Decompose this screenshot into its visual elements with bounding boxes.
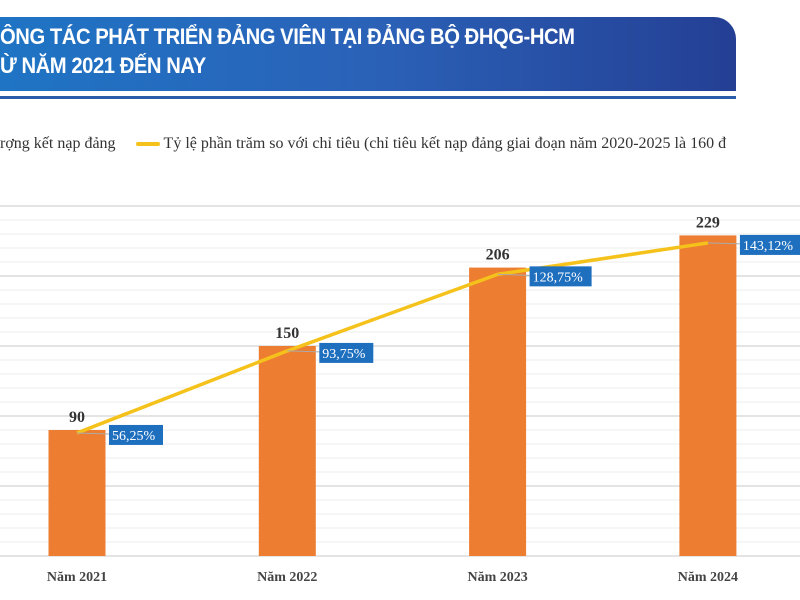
legend-line-swatch [135, 142, 160, 147]
percentage-label-box [529, 266, 592, 287]
title-banner [0, 17, 736, 91]
legend: rợng kết nạp đảng Tỷ lệ phần trăm so với… [0, 135, 726, 153]
bar-value-label: 90 [69, 409, 85, 426]
percentage-label: 56,25% [112, 429, 156, 444]
percentage-label-box [319, 342, 374, 363]
bar [679, 235, 737, 556]
percentage-label: 143,12% [743, 239, 794, 254]
category-label: Năm 2024 [678, 570, 738, 585]
percentage-label-box [739, 234, 800, 255]
label-leader-line [707, 242, 740, 245]
label-leader-line [287, 350, 320, 353]
bar [48, 430, 106, 556]
bar [469, 267, 527, 556]
label-leader-line [76, 432, 110, 435]
bar-value-label: 229 [696, 214, 720, 231]
title-line-1: ÔNG TÁC PHÁT TRIỂN ĐẢNG VIÊN TẠI ĐẢNG BỘ… [0, 24, 575, 49]
bar-value-label: 206 [486, 247, 510, 264]
bar-value-label: 150 [275, 325, 299, 342]
category-label: Năm 2023 [467, 570, 527, 585]
title-underline [0, 96, 736, 99]
percentage-line [76, 241, 709, 435]
label-leader-line [497, 273, 530, 276]
legend-bar-label: rợng kết nạp đảng [0, 135, 116, 152]
legend-line-label: Tỷ lệ phần trăm so với chỉ tiêu (chỉ tiê… [163, 135, 727, 152]
bar [258, 346, 316, 556]
percentage-label-box [109, 424, 163, 445]
category-label: Năm 2022 [257, 570, 317, 585]
category-label: Năm 2021 [47, 570, 107, 585]
percentage-label: 128,75% [533, 270, 584, 285]
title-line-2: Ừ NĂM 2021 ĐẾN NAY [0, 53, 206, 78]
page-title: ÔNG TÁC PHÁT TRIỂN ĐẢNG VIÊN TẠI ĐẢNG BỘ… [0, 22, 575, 80]
percentage-label: 93,75% [322, 347, 366, 362]
